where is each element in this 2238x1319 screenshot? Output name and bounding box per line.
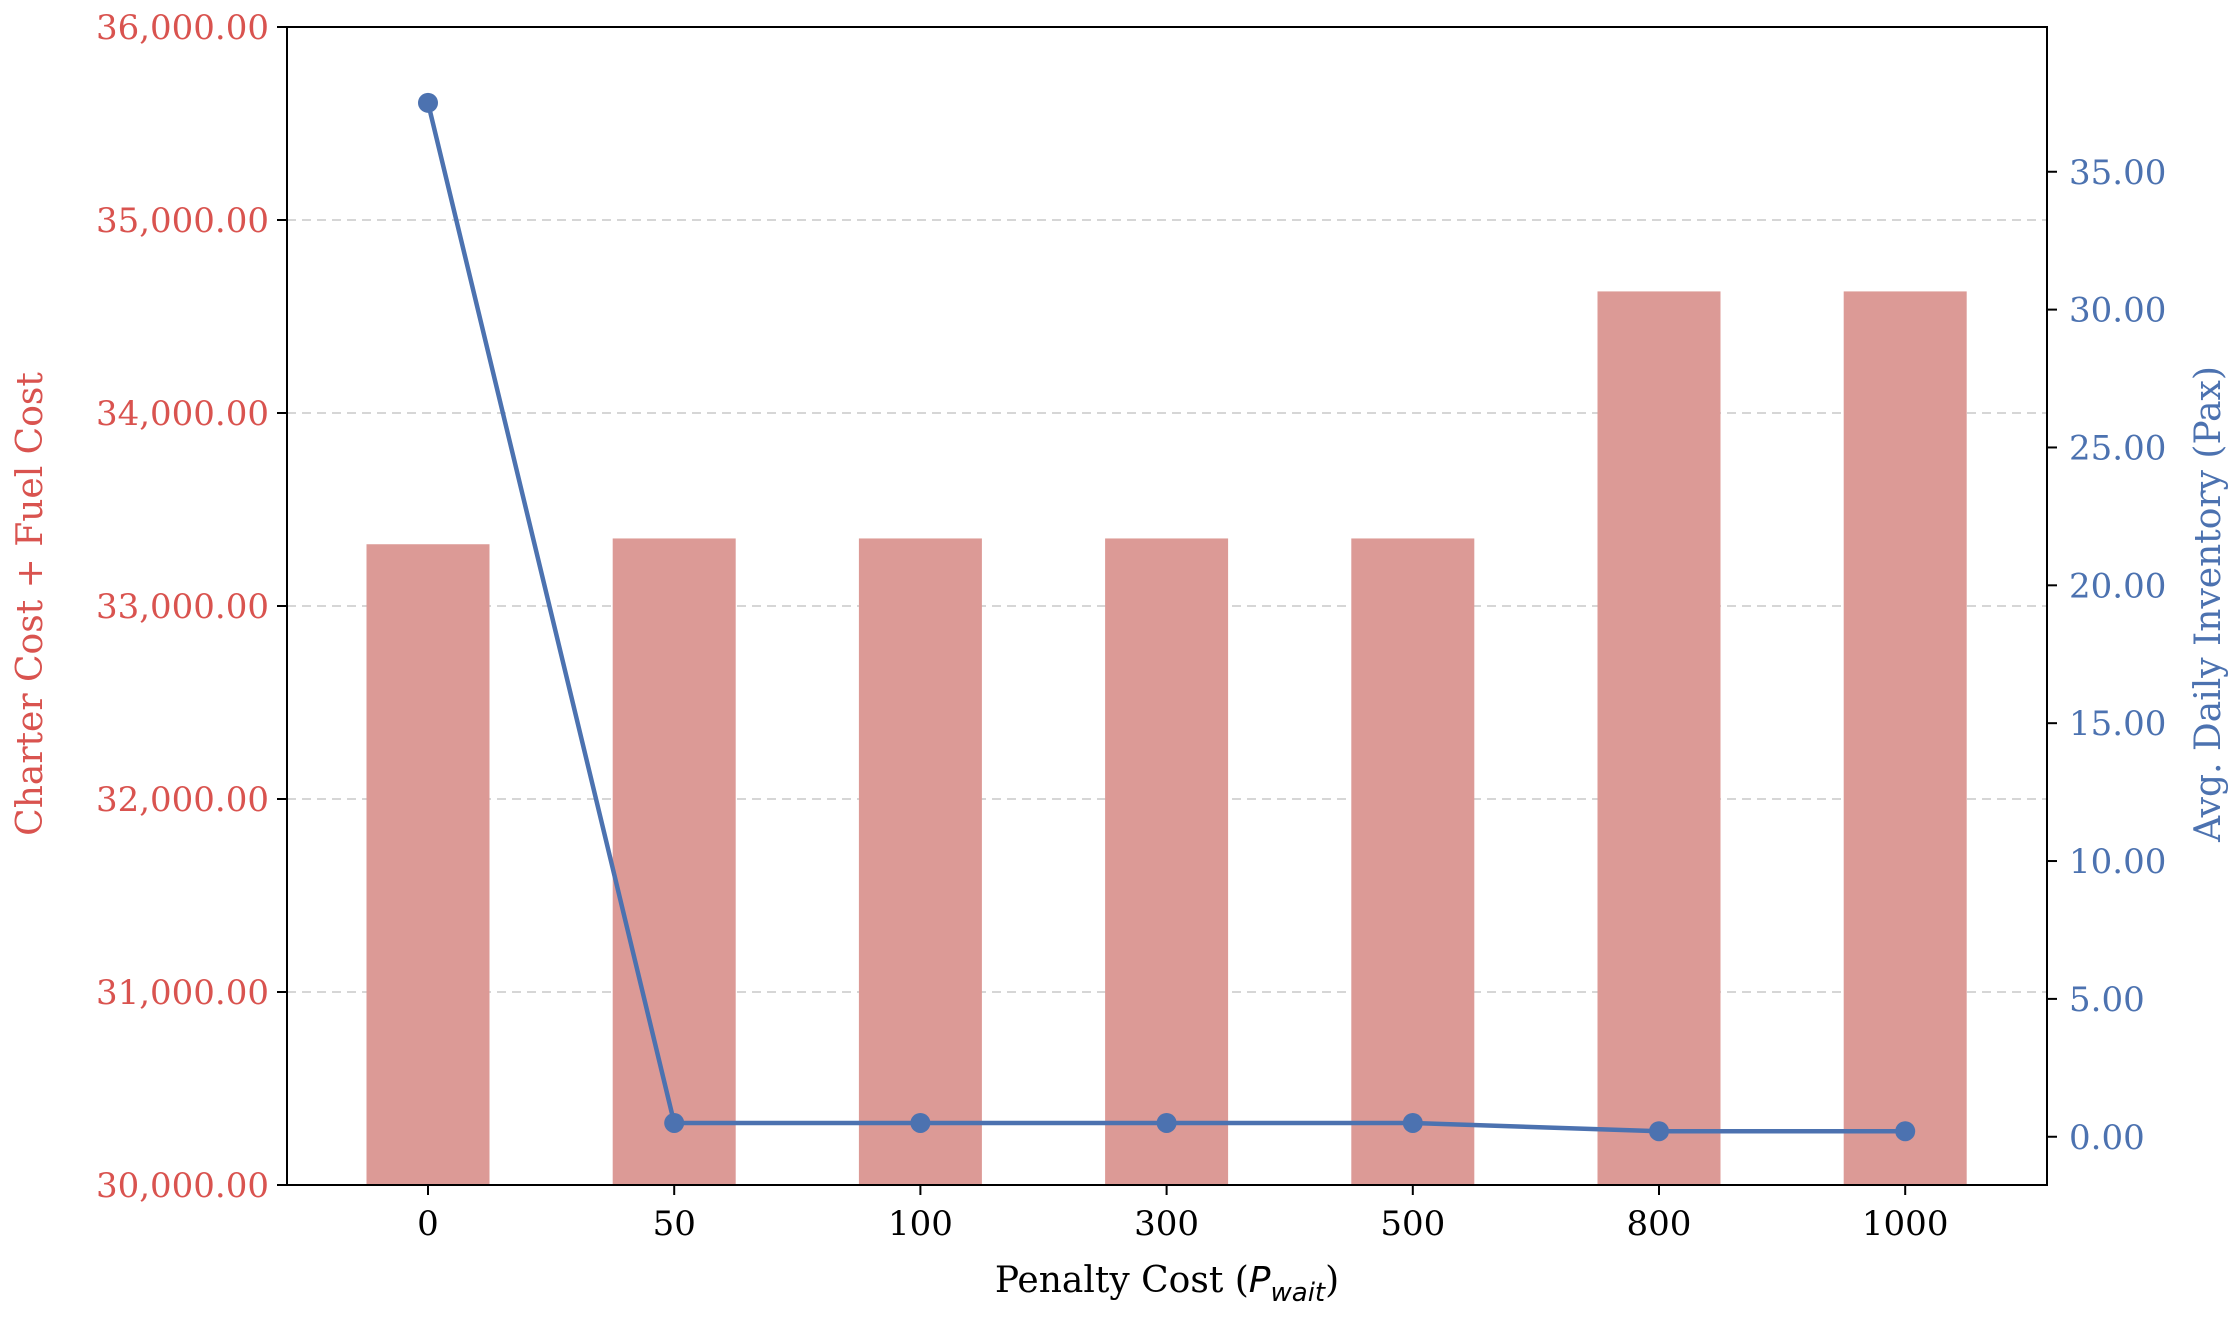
ticks-group: 30,000.00 31,000.00 32,000.00 33,000.00 34,0… xyxy=(96,8,2166,1244)
bar xyxy=(858,538,982,1185)
y-left-tick-label: 35,000.00 xyxy=(96,201,269,241)
y-left-tick-label: 36,000.00 xyxy=(96,8,269,48)
series-point xyxy=(910,1112,931,1133)
series-point xyxy=(664,1112,685,1133)
y-left-tick-label: 34,000.00 xyxy=(96,394,269,434)
y-right-tick-label: 5.00 xyxy=(2069,980,2145,1020)
x-tick-label: 100 xyxy=(888,1204,953,1244)
x-axis-label-subscript: wait xyxy=(1271,1278,1326,1308)
bar xyxy=(612,538,736,1185)
y-left-tick-label: 33,000.00 xyxy=(96,587,269,627)
x-tick-label: 300 xyxy=(1134,1204,1199,1244)
y-right-tick-label: 25.00 xyxy=(2069,428,2166,468)
y-right-tick-label: 30.00 xyxy=(2069,291,2166,331)
series-point xyxy=(1895,1121,1916,1142)
y-left-tick-label: 30,000.00 xyxy=(96,1166,269,1206)
y-right-tick-label: 35.00 xyxy=(2069,153,2166,193)
series-point xyxy=(1402,1112,1423,1133)
bar xyxy=(1597,291,1721,1185)
line-series-group xyxy=(418,92,1916,1142)
bar xyxy=(1105,538,1229,1185)
y-right-tick-label: 10.00 xyxy=(2069,842,2166,882)
y-left-tick-label: 32,000.00 xyxy=(96,780,269,820)
grid-lines xyxy=(287,219,2047,993)
y-left-tick-label: 31,000.00 xyxy=(96,973,269,1013)
series-point xyxy=(418,92,438,113)
series-point xyxy=(1649,1121,1669,1142)
x-tick-label: 500 xyxy=(1380,1204,1445,1244)
y-right-tick-label: 15.00 xyxy=(2069,704,2166,744)
x-axis-label: Penalty Cost (Pwait) xyxy=(995,1260,1339,1308)
x-axis-label-symbol: P xyxy=(1249,1260,1271,1301)
x-axis-label-main: Penalty Cost ( xyxy=(995,1260,1249,1301)
y-right-tick-label: 20.00 xyxy=(2069,566,2166,606)
x-tick-label: 800 xyxy=(1627,1204,1692,1244)
x-tick-label: 0 xyxy=(417,1204,439,1244)
bar xyxy=(1843,291,1967,1185)
y-right-tick-label: 0.00 xyxy=(2069,1118,2145,1158)
x-tick-label: 50 xyxy=(653,1204,696,1244)
x-tick-label: 1000 xyxy=(1862,1204,1949,1244)
bars-group xyxy=(366,291,1967,1185)
bar xyxy=(1351,538,1475,1185)
series-point xyxy=(1156,1112,1177,1133)
bar xyxy=(366,544,490,1185)
x-axis-label-close: ) xyxy=(1325,1260,1339,1301)
y-axis-right-label: Avg. Daily Inventory (Pax) xyxy=(2188,366,2229,843)
y-axis-left-label: Charter Cost + Fuel Cost xyxy=(10,372,51,836)
